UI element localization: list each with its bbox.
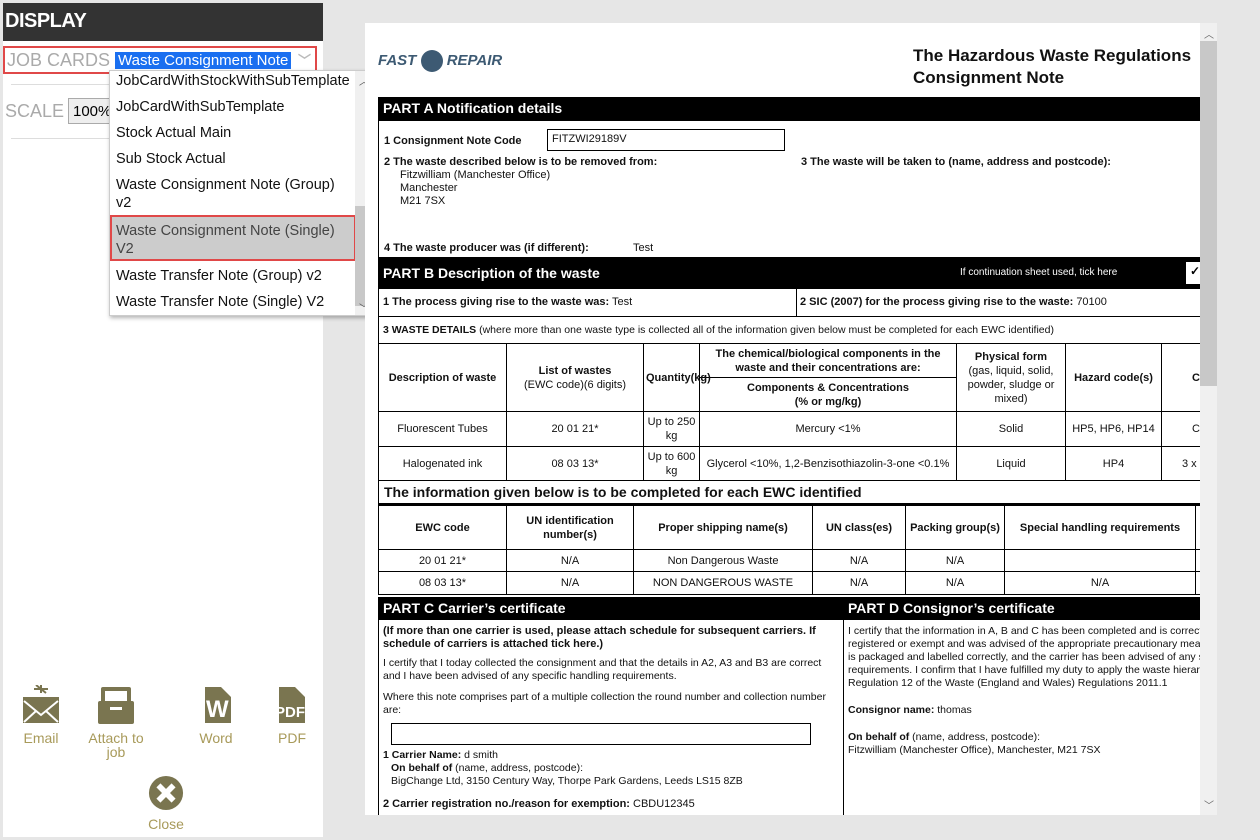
waste-details-label: 3 WASTE DETAILS (where more than one was… bbox=[378, 317, 1058, 343]
table-row: 08 03 13* N/A NON DANGEROUS WASTE N/A N/A N/A bbox=[378, 571, 1200, 595]
ewc-section-title: The information given below is to be com… bbox=[378, 481, 1200, 505]
chevron-up-icon[interactable]: ︿ bbox=[1204, 30, 1214, 41]
document-preview: FAST REPAIR The Hazardous Waste Regulati… bbox=[365, 23, 1217, 815]
option[interactable]: Waste Transfer Note (Group) v2 bbox=[116, 268, 322, 284]
selected-value: Waste Consignment Note (Single) V2 bbox=[115, 52, 291, 69]
job-cards-select[interactable]: Waste Consignment Note (Single) V2 ﹀ bbox=[115, 52, 313, 72]
option[interactable]: Sub Stock Actual bbox=[116, 151, 226, 167]
part-b-header: PART B Description of the waste If conti… bbox=[378, 257, 1200, 289]
table-row: Halogenated ink 08 03 13* Up to 600 kg Glyc… bbox=[378, 446, 1200, 481]
logo: FAST REPAIR bbox=[378, 50, 502, 72]
file-cabinet-icon bbox=[98, 687, 134, 724]
scale-select[interactable]: 100% bbox=[68, 98, 116, 124]
origin-address: Fitzwilliam (Manchester Office) Mancheste… bbox=[400, 169, 551, 207]
option[interactable]: JobCardWithStockWithSubTemplate bbox=[116, 73, 350, 89]
word-icon: W bbox=[205, 687, 231, 723]
close-button[interactable]: Close bbox=[143, 775, 189, 831]
word-label: Word bbox=[199, 730, 233, 746]
table-row: Fluorescent Tubes 20 01 21* Up to 250 kg Me… bbox=[378, 411, 1200, 447]
attach-label: Attach to job bbox=[88, 730, 144, 760]
part-d-body: I certify that the information in A, B a… bbox=[848, 625, 1200, 756]
selected-option-highlight bbox=[110, 215, 356, 261]
ewc-table: EWC code UN identification number(s) Prope… bbox=[378, 505, 1200, 595]
consignment-code-field: FITZWI29189V bbox=[547, 129, 785, 151]
chevron-up-icon[interactable]: ︿ bbox=[359, 77, 369, 88]
chevron-down-icon[interactable]: ﹀ bbox=[1204, 801, 1214, 812]
waste-details-table: Description of waste List of wastes (EWC c… bbox=[378, 343, 1200, 481]
carrier-registration-value: CBDU12345 bbox=[633, 798, 695, 810]
option-selected[interactable]: Waste Consignment Note (Single) V2 bbox=[116, 223, 335, 257]
option[interactable]: Waste Consignment Note (Group) v2 bbox=[116, 177, 335, 211]
job-cards-label: JOB CARDS bbox=[7, 50, 111, 70]
code-label: 1 Consignment Note Code bbox=[384, 135, 522, 147]
part-a-header: PART A Notification details bbox=[378, 97, 1200, 121]
part-c-body: (If more than one carrier is used, pleas… bbox=[383, 625, 838, 811]
close-icon bbox=[148, 775, 184, 811]
option[interactable]: Stock Actual Main bbox=[116, 125, 232, 141]
panel-title: DISPLAY bbox=[3, 3, 323, 41]
round-number-field bbox=[391, 723, 811, 745]
close-label: Close bbox=[148, 816, 184, 832]
email-icon bbox=[23, 684, 59, 723]
scale-label: SCALE bbox=[5, 101, 65, 121]
sic-field: 2 SIC (2007) for the process giving rise… bbox=[797, 289, 1200, 317]
document-title: The Hazardous Waste Regulations Consignme… bbox=[913, 46, 1192, 87]
job-cards-dropdown[interactable]: JobCardWithStockWithSubTemplate JobCardW… bbox=[109, 70, 373, 316]
pdf-icon: PDF bbox=[275, 687, 305, 723]
option[interactable]: Waste Transfer Note (Single) V2 bbox=[116, 294, 325, 310]
chevron-down-icon: ﹀ bbox=[297, 53, 311, 68]
continuation-checkbox: ✓ bbox=[1186, 262, 1200, 284]
document-scrollbar[interactable]: ︿ ﹀ bbox=[1200, 23, 1217, 815]
table-row: 20 01 21* N/A Non Dangerous Waste N/A N/A bbox=[378, 549, 1200, 572]
q3-label: 3 The waste will be taken to (name, addr… bbox=[801, 156, 1111, 168]
email-button[interactable]: Email bbox=[17, 684, 65, 746]
svg-text:PDF: PDF bbox=[275, 704, 305, 721]
q4-value: Test bbox=[633, 242, 654, 254]
svg-text:W: W bbox=[206, 696, 229, 723]
email-label: Email bbox=[23, 730, 59, 746]
carrier-registration: 2 Carrier registration no./reason for ex… bbox=[383, 798, 838, 811]
chevron-down-icon[interactable]: ﹀ bbox=[359, 304, 369, 315]
pdf-button[interactable]: PDF PDF bbox=[269, 685, 315, 745]
process-field: 1 The process giving rise to the waste w… bbox=[378, 289, 797, 317]
word-button[interactable]: W Word bbox=[193, 685, 239, 745]
option[interactable]: JobCardWithSubTemplate bbox=[116, 99, 285, 115]
q2-label: 2 The waste described below is to be rem… bbox=[384, 156, 658, 168]
part-c-d-header: PART C Carrier’s certificate PART D Consi… bbox=[378, 597, 1200, 620]
pdf-label: PDF bbox=[278, 730, 306, 746]
q4-label: 4 The waste producer was (if different): bbox=[384, 242, 589, 254]
attach-to-job-button[interactable]: Attach to job bbox=[83, 685, 149, 759]
carrier-registration-label: 2 Carrier registration no./reason for ex… bbox=[383, 798, 630, 810]
scrollbar-thumb[interactable] bbox=[1200, 41, 1217, 386]
